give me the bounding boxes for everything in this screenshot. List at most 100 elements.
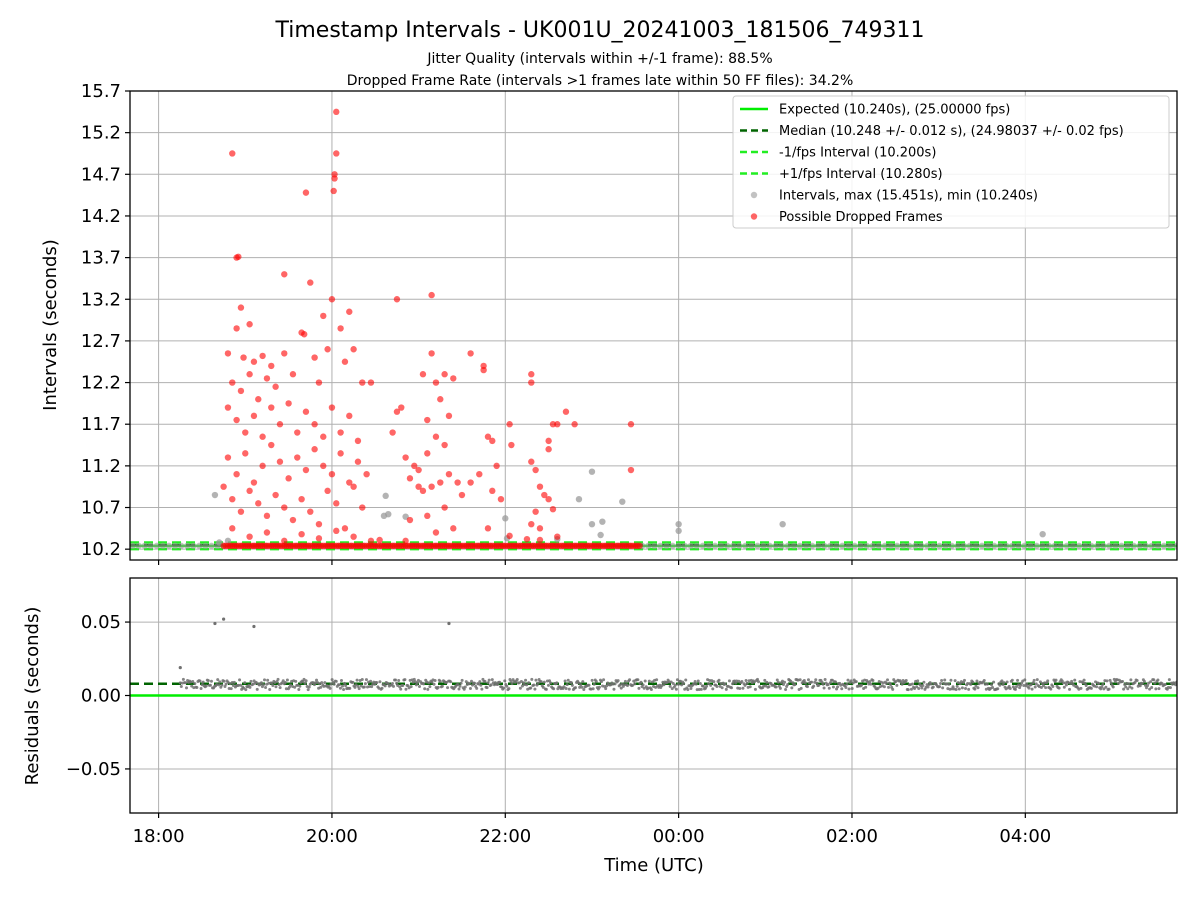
residual-point (778, 686, 782, 690)
residual-point (1005, 680, 1009, 684)
residual-point (409, 685, 413, 689)
residual-point (740, 680, 744, 684)
residual-point (489, 683, 493, 687)
dropped-frame-point (220, 483, 227, 490)
dropped-frame-point (445, 470, 453, 478)
interval-point (699, 542, 707, 550)
residual-point (179, 684, 183, 688)
residual-point (337, 683, 341, 687)
residual-point (283, 680, 287, 684)
dropped-frame-point (250, 412, 258, 420)
residual-point (676, 682, 680, 686)
residual-point (195, 685, 199, 689)
interval-point (1009, 542, 1016, 550)
residual-point (404, 687, 408, 691)
residual-point (812, 684, 816, 688)
dropped-frame-point (240, 354, 247, 361)
dropped-frame-point (315, 520, 323, 528)
dropped-frame-point (536, 483, 544, 490)
residual-point (960, 686, 964, 690)
residual-point (810, 680, 814, 684)
residual-point (886, 678, 890, 682)
residual-point (1000, 679, 1004, 683)
residual-point (1016, 678, 1020, 682)
residual-point (1129, 678, 1133, 682)
dropped-frame-point (237, 508, 245, 515)
interval-point (851, 542, 858, 550)
residual-point (549, 681, 553, 685)
residual-point (458, 684, 462, 688)
residual-point (479, 683, 483, 687)
residual-point (417, 684, 421, 688)
residual-point (344, 684, 348, 688)
dropped-frame-point (393, 408, 401, 415)
dropped-frame-point (289, 371, 297, 378)
residual-point (527, 681, 531, 685)
dropped-frame-point (285, 400, 292, 407)
residual-point (1168, 686, 1172, 690)
y-tick-label: 12.2 (81, 373, 121, 394)
residual-point (1163, 682, 1167, 686)
residual-point (297, 688, 301, 692)
dropped-frame-point (402, 537, 409, 545)
residual-point (1107, 687, 1111, 691)
interval-point (839, 542, 846, 550)
residual-point (643, 679, 647, 683)
residual-point (1149, 680, 1153, 684)
residual-point (319, 685, 323, 689)
residual-point (1025, 682, 1029, 686)
residual-point (1062, 685, 1066, 689)
dropped-frame-point (233, 470, 240, 478)
dropped-frame-point (398, 404, 405, 411)
interval-point (954, 542, 961, 550)
residual-point (671, 681, 675, 685)
dropped-frame-point (224, 404, 232, 411)
residual-point (515, 678, 519, 682)
dropped-frame-point (441, 441, 448, 449)
interval-point (693, 542, 701, 550)
residual-point (1174, 683, 1177, 687)
dropped-frame-point (281, 271, 288, 278)
residual-point (1054, 678, 1058, 682)
residual-point (1154, 687, 1158, 691)
residual-point (954, 687, 958, 691)
residual-point (383, 684, 387, 688)
residual-point (380, 686, 384, 690)
residual-point (682, 682, 686, 686)
dropped-frame-point (302, 189, 310, 196)
residual-point (1070, 679, 1074, 683)
residual-point (565, 683, 569, 687)
y-tick-label: 11.2 (81, 456, 121, 477)
residual-point (738, 687, 742, 691)
residual-point (391, 684, 395, 688)
residual-point (821, 682, 825, 686)
interval-point (924, 542, 931, 550)
dropped-frame-point (346, 412, 353, 420)
interval-point (936, 542, 943, 550)
residual-point (831, 685, 835, 689)
interval-point (742, 542, 749, 550)
residual-point (378, 680, 382, 684)
residual-point (1121, 680, 1125, 684)
residual-point (696, 679, 700, 683)
residual-point (259, 681, 263, 685)
interval-point (1154, 542, 1162, 550)
residual-point (231, 684, 235, 688)
interval-point (177, 542, 185, 550)
residual-point (222, 679, 226, 683)
residual-point (415, 681, 419, 685)
residual-point (915, 685, 919, 689)
residual-point (974, 684, 978, 688)
residual-point (891, 687, 895, 691)
interval-point (141, 542, 148, 550)
dropped-frame-point (402, 454, 409, 461)
dropped-frame-point (233, 416, 240, 424)
residual-point (1146, 684, 1150, 688)
residual-point (254, 680, 258, 684)
dropped-frame-point (359, 504, 366, 511)
residual-point (569, 681, 573, 685)
dropped-frame-point (229, 150, 236, 157)
dropped-frame-point (246, 321, 253, 328)
residual-point (625, 683, 629, 687)
